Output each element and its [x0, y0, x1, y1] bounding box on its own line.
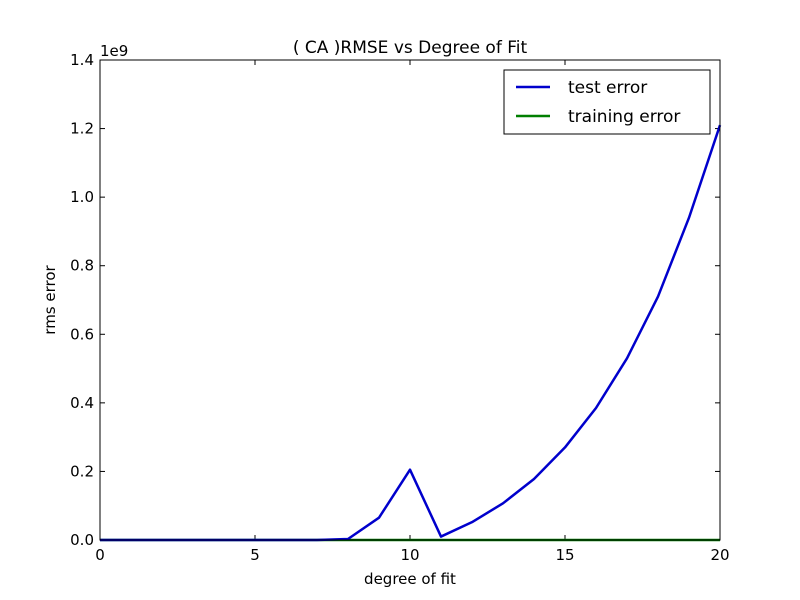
legend: test error training error — [503, 69, 711, 135]
axis-tick-labels: 0 5 10 15 20 0.0 0.2 0.4 0.6 0.8 1.0 1.2 1.4 — [70, 51, 729, 564]
x-tick-label: 10 — [400, 546, 419, 564]
x-tick-label: 15 — [555, 546, 574, 564]
y-tick-label: 1.2 — [70, 120, 94, 138]
x-tick-label: 5 — [250, 546, 260, 564]
plot-frame — [99, 59, 721, 541]
x-axis-label: degree of fit — [364, 570, 456, 588]
series-lines — [100, 124, 722, 542]
y-tick-label: 0.0 — [70, 531, 94, 549]
legend-label: test error — [568, 78, 647, 98]
x-tick-label: 20 — [710, 546, 729, 564]
chart-title: ( CA )RMSE vs Degree of Fit — [293, 38, 528, 58]
y-offset-label: 1e9 — [100, 42, 128, 60]
series-line-test-error — [100, 124, 722, 542]
y-tick-label: 1.4 — [70, 51, 94, 69]
y-tick-label: 0.2 — [70, 462, 94, 480]
legend-box — [503, 69, 711, 135]
y-tick-label: 0.6 — [70, 325, 94, 343]
y-tick-label: 1.0 — [70, 188, 94, 206]
x-tick-label: 0 — [95, 546, 105, 564]
y-tick-label: 0.8 — [70, 257, 94, 275]
legend-label: training error — [568, 107, 680, 127]
y-axis-label: rms error — [41, 264, 59, 334]
y-tick-label: 0.4 — [70, 394, 94, 412]
